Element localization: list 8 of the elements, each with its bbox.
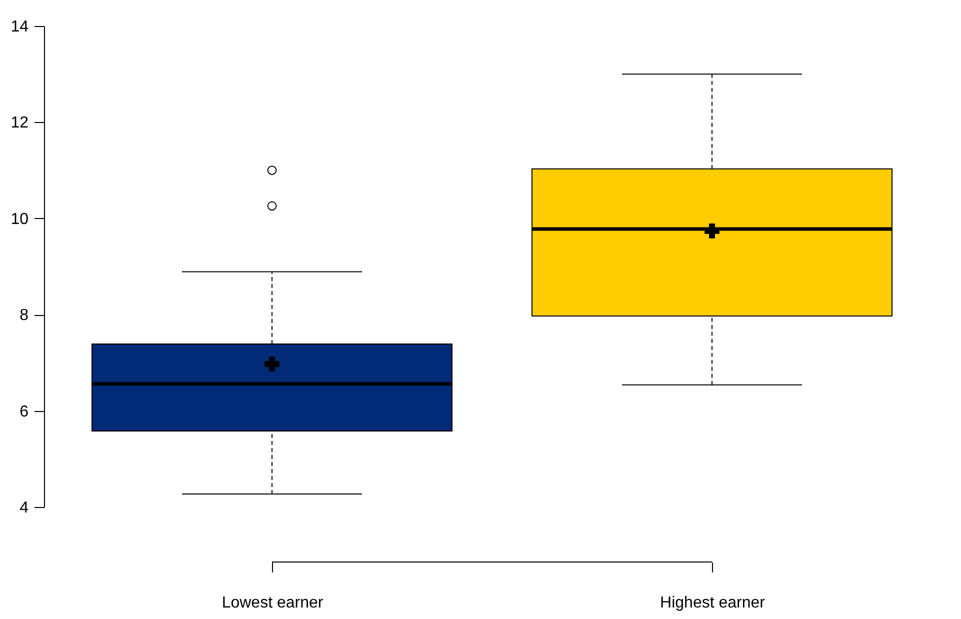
x-tick-label: Lowest earner (222, 594, 324, 612)
y-tick-label: 6 (20, 403, 29, 420)
y-tick-label: 4 (20, 500, 29, 516)
y-tick-label: 12 (10, 114, 29, 132)
x-tick-label: Highest earner (660, 594, 766, 612)
y-tick-label: 10 (10, 210, 29, 228)
y-tick-label: 8 (20, 307, 29, 324)
y-tick-label: 14 (10, 18, 29, 36)
